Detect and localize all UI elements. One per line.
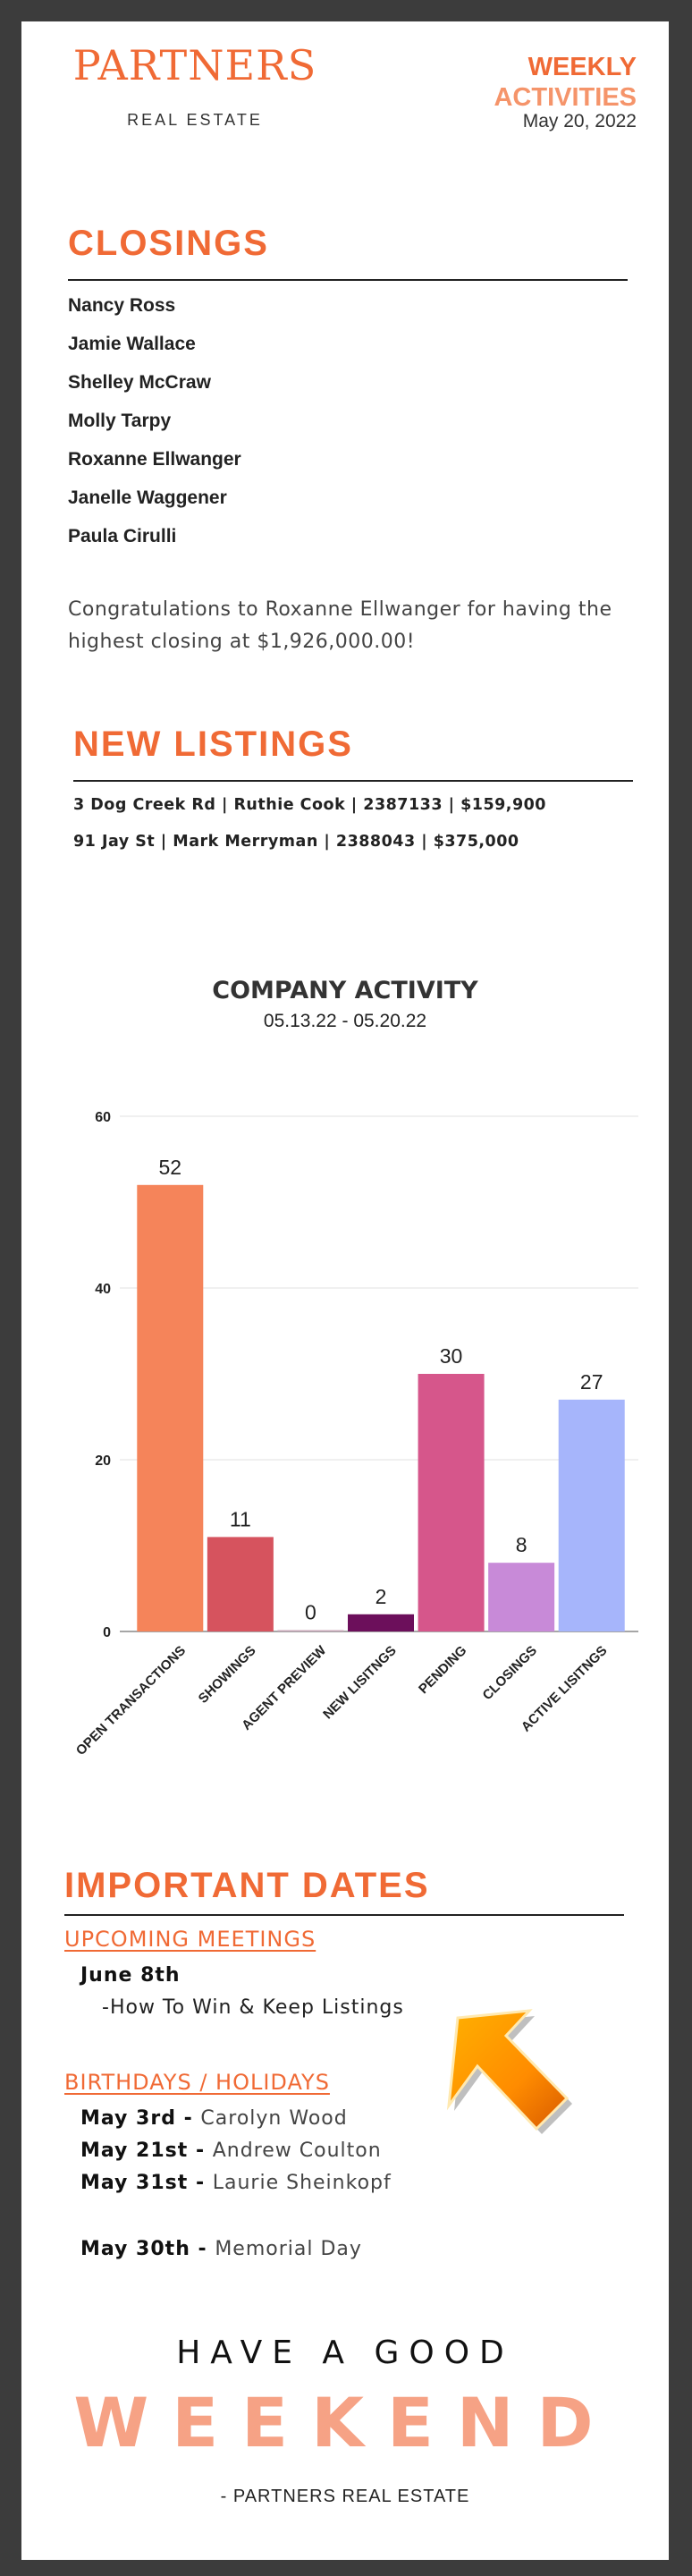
upcoming-meetings-heading: UPCOMING MEETINGS (64, 1927, 316, 1952)
bar (137, 1184, 204, 1631)
title-line1: WEEKLY (527, 53, 637, 81)
y-tick-label: 0 (103, 1625, 111, 1640)
closings-heading: CLOSINGS (68, 224, 269, 263)
new-listings-divider (73, 780, 633, 782)
bar (558, 1399, 625, 1631)
important-dates-heading: IMPORTANT DATES (64, 1866, 430, 1905)
list-item: May 3rd - Carolyn Wood (80, 2107, 348, 2130)
data-label: 0 (305, 1601, 316, 1624)
list-item: May 30th - Memorial Day (80, 2238, 362, 2260)
list-item: Paula Cirulli (68, 526, 177, 547)
list-item: May 21st - Andrew Coulton (80, 2140, 382, 2162)
footer-contact: 1600 WESTGATE CIRCLE, SUITE. 100 | (615)… (32, 2544, 659, 2557)
closing-line2: WEEKEND (73, 2383, 617, 2462)
list-item: Shelley McCraw (68, 372, 211, 393)
bar (277, 1630, 344, 1631)
list-item: May 31st - Laurie Sheinkopf (80, 2172, 392, 2194)
title-line2: ACTIVITIES (494, 83, 637, 112)
meeting-description: -How To Win & Keep Listings (102, 1996, 404, 2019)
chart-subtitle: 05.13.22 - 05.20.22 (263, 1011, 427, 1031)
closings-divider (68, 279, 628, 281)
list-item: Jamie Wallace (68, 334, 196, 354)
closings-list: Nancy Ross Jamie Wallace Shelley McCraw … (68, 295, 241, 564)
congrats-message: Congratulations to Roxanne Ellwanger for… (68, 598, 612, 653)
y-tick-label: 40 (95, 1282, 111, 1297)
logo-wordmark: PARTNERS (72, 41, 317, 89)
x-tick-label: SHOWINGS (196, 1643, 259, 1707)
x-tick-label: NEW LISITNGS (320, 1643, 400, 1723)
newsletter-sheet: PARTNERS REAL ESTATE WEEKLY ACTIVITIES M… (21, 21, 669, 2560)
list-item: Roxanne Ellwanger (68, 449, 241, 470)
list-item: 3 Dog Creek Rd | Ruthie Cook | 2387133 |… (73, 796, 546, 814)
y-tick-label: 60 (95, 1110, 111, 1125)
data-label: 8 (516, 1533, 527, 1556)
bar (418, 1374, 485, 1631)
orange-arrow-icon (446, 2009, 572, 2134)
x-tick-label: CLOSINGS (480, 1643, 540, 1703)
chart-title: COMPANY ACTIVITY (212, 977, 478, 1004)
closing-line1: HAVE A GOOD (176, 2334, 514, 2371)
newsletter-title: WEEKLY ACTIVITIES (494, 52, 637, 113)
bar (348, 1614, 414, 1631)
bar (488, 1563, 555, 1631)
newsletter-date: May 20, 2022 (522, 111, 637, 131)
data-label: 11 (230, 1507, 251, 1530)
x-tick-label: OPEN TRANSACTIONS (73, 1643, 189, 1758)
data-label: 27 (580, 1370, 603, 1394)
meeting-date: June 8th (80, 1964, 181, 1987)
list-item: 91 Jay St | Mark Merryman | 2388043 | $3… (73, 833, 519, 851)
y-tick-label: 20 (95, 1453, 111, 1469)
list-item: Nancy Ross (68, 295, 176, 316)
bar (207, 1537, 274, 1631)
new-listings-list: 3 Dog Creek Rd | Ruthie Cook | 2387133 |… (73, 796, 546, 869)
data-label: 2 (376, 1585, 387, 1608)
list-item: Molly Tarpy (68, 411, 172, 431)
list-item: Janelle Waggener (68, 487, 227, 508)
data-label: 30 (440, 1344, 463, 1368)
birthdays-holidays-heading: BIRTHDAYS / HOLIDAYS (64, 2070, 330, 2095)
signature: - PARTNERS REAL ESTATE (220, 2487, 470, 2506)
important-dates-divider (64, 1914, 624, 1916)
new-listings-heading: NEW LISTINGS (73, 724, 353, 764)
x-tick-label: PENDING (416, 1643, 469, 1697)
logo-subtitle: REAL ESTATE (127, 111, 263, 129)
data-label: 52 (158, 1156, 181, 1179)
